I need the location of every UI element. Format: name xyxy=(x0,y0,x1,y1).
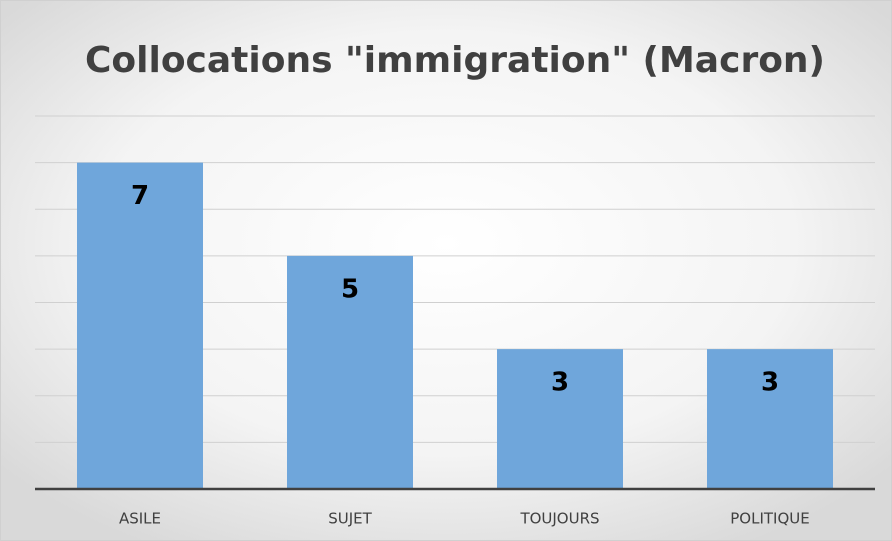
chart-title: Collocations "immigration" (Macron) xyxy=(85,40,825,81)
bar xyxy=(707,349,833,489)
bar xyxy=(77,162,203,489)
data-label: 3 xyxy=(761,368,779,398)
data-label: 7 xyxy=(131,181,149,211)
bar xyxy=(287,255,413,489)
bar xyxy=(497,349,623,489)
data-label: 5 xyxy=(341,274,359,304)
x-tick-label: SUJET xyxy=(328,510,372,528)
x-tick-label: POLITIQUE xyxy=(730,510,809,528)
x-tick-label: TOUJOURS xyxy=(519,510,599,528)
x-tick-label: ASILE xyxy=(119,510,161,528)
data-label: 3 xyxy=(551,368,569,398)
